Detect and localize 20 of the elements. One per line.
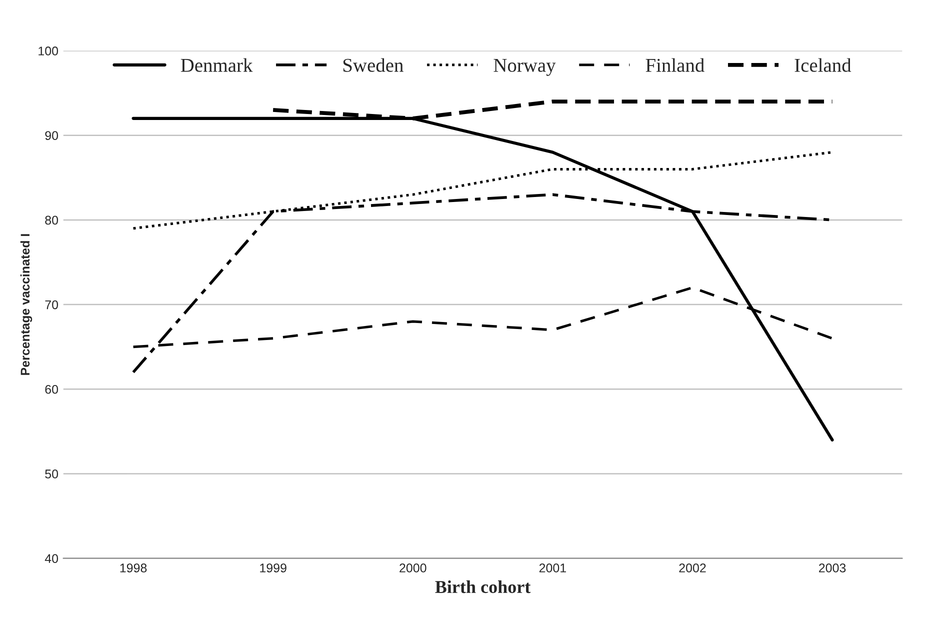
y-tick-label: 40 (44, 554, 58, 563)
y-tick-label: 60 (45, 384, 58, 394)
legend-label: Sweden (343, 58, 404, 72)
x-tick-label: 2000 (400, 564, 426, 572)
legend-label: Iceland (794, 58, 852, 72)
x-tick-label: 2002 (679, 564, 706, 572)
legend-label: Finland (646, 58, 704, 72)
y-tick-label: 70 (45, 300, 58, 310)
x-tick-label: 2001 (539, 564, 566, 572)
y-tick-label: 100 (38, 46, 58, 56)
y-tick-label: 80 (45, 216, 58, 225)
x-tick-label: 1998 (120, 564, 147, 572)
x-tick-label: 2003 (819, 564, 846, 572)
y-tick-label: 50 (45, 470, 58, 478)
legend-label: Norway (494, 58, 556, 76)
x-tick-label: 1999 (260, 564, 286, 572)
y-tick-label: 90 (45, 131, 58, 140)
y-axis-title: Percentage vaccinated I (20, 234, 32, 375)
x-axis-title: Birth cohort (435, 580, 531, 594)
legend-label: Denmark (180, 58, 253, 72)
